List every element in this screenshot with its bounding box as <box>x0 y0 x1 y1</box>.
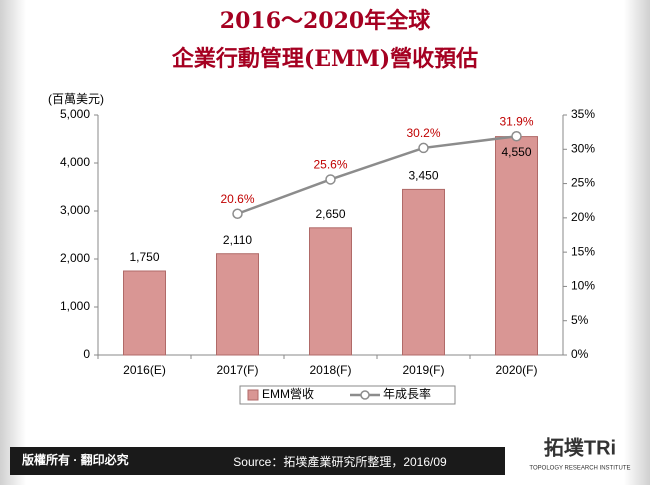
legend-label: EMM營收 <box>262 387 314 401</box>
line <box>237 135 517 215</box>
y2-tick-label: 20% <box>571 210 595 224</box>
x-tick-label: 2020(F) <box>495 363 537 377</box>
x-tick-label: 2018(F) <box>309 363 351 377</box>
line-value-label: 31.9% <box>499 114 533 128</box>
legend-swatch <box>360 390 370 400</box>
y-tick-label: 5,000 <box>60 107 90 121</box>
bar-value-label: 1,750 <box>129 250 159 264</box>
bar-value-label: 3,450 <box>408 169 438 183</box>
y2-tick-label: 0% <box>571 347 589 361</box>
line-value-label: 25.6% <box>313 158 347 172</box>
y2-tick-label: 35% <box>571 107 595 121</box>
y-tick-label: 2,000 <box>60 251 90 265</box>
copyright: 版權所有 · 翻印必究 <box>22 452 129 467</box>
y-tick-label: 4,000 <box>60 155 90 169</box>
y-tick-label: 0 <box>83 347 90 361</box>
bar-value-label: 2,110 <box>223 233 252 247</box>
line-value-label: 30.2% <box>406 126 440 140</box>
bar <box>402 188 445 356</box>
y2-tick-label: 10% <box>571 279 595 293</box>
x-tick-label: 2016(E) <box>123 363 166 377</box>
legend-swatch <box>247 389 259 401</box>
x-tick-label: 2019(F) <box>402 363 444 377</box>
y-axis-label: (百萬美元) <box>48 92 104 106</box>
y-tick-label: 1,000 <box>60 299 90 313</box>
logo: 拓墣TRi <box>544 436 616 459</box>
bar <box>495 136 538 356</box>
legend-label: 年成長率 <box>383 386 431 401</box>
bar-value-label: 2,650 <box>315 207 345 221</box>
line-marker <box>511 131 522 142</box>
logo-subtitle: TOPOLOGY RESEARCH INSTITUTE <box>529 466 630 472</box>
line-value-label: 20.6% <box>220 192 254 206</box>
y-tick-label: 3,000 <box>60 203 90 217</box>
bar <box>216 253 259 356</box>
y2-tick-label: 25% <box>571 176 595 190</box>
chart-title: 企業行動管理(EMM)營收預估 <box>171 46 478 72</box>
line-marker <box>232 208 243 219</box>
y2-tick-label: 30% <box>571 141 595 155</box>
line-marker <box>325 174 336 185</box>
bar <box>309 227 352 356</box>
source: Source：拓墣產業研究所整理，2016/09 <box>233 454 447 469</box>
bar <box>123 270 166 356</box>
legend-box <box>239 385 456 405</box>
y2-tick-label: 5% <box>571 313 589 327</box>
y2-tick-label: 15% <box>571 244 595 258</box>
chart-title: 2016～2020年全球 <box>220 8 431 34</box>
line-marker <box>418 142 429 154</box>
x-tick-label: 2017(F) <box>216 363 258 377</box>
bar-value-label: 4,550 <box>501 145 531 159</box>
footer-bar <box>10 447 505 475</box>
